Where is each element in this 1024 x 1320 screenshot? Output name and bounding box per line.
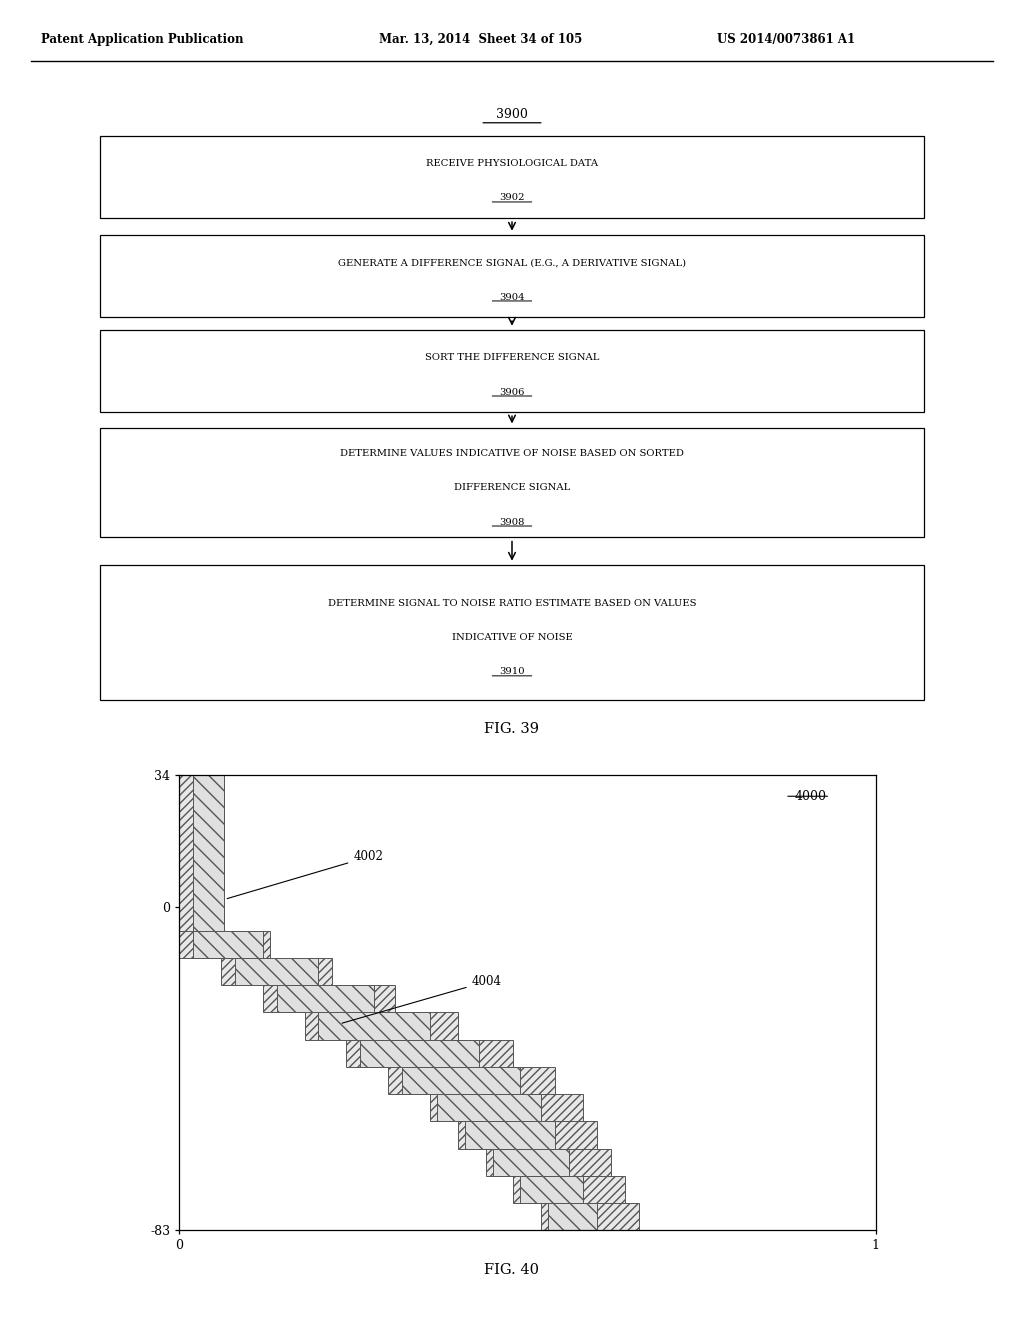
Text: INDICATIVE OF NOISE: INDICATIVE OF NOISE — [452, 634, 572, 642]
Bar — [493, 1148, 569, 1176]
FancyBboxPatch shape — [100, 565, 924, 700]
FancyBboxPatch shape — [100, 136, 924, 218]
Text: 3902: 3902 — [500, 194, 524, 202]
Bar — [430, 1094, 583, 1121]
Text: 3908: 3908 — [500, 517, 524, 527]
Text: Patent Application Publication: Patent Application Publication — [41, 33, 244, 46]
Text: 3900: 3900 — [496, 108, 528, 121]
Text: 3910: 3910 — [499, 668, 525, 676]
Bar — [318, 1012, 430, 1040]
Bar — [263, 985, 395, 1012]
Bar — [465, 1121, 555, 1148]
Bar — [542, 1203, 639, 1230]
Text: DETERMINE SIGNAL TO NOISE RATIO ESTIMATE BASED ON VALUES: DETERMINE SIGNAL TO NOISE RATIO ESTIMATE… — [328, 599, 696, 607]
Bar — [276, 985, 374, 1012]
Bar — [194, 931, 263, 958]
Text: GENERATE A DIFFERENCE SIGNAL (E.G., A DERIVATIVE SIGNAL): GENERATE A DIFFERENCE SIGNAL (E.G., A DE… — [338, 259, 686, 267]
FancyBboxPatch shape — [100, 235, 924, 317]
Bar — [548, 1203, 597, 1230]
Bar — [388, 1067, 555, 1094]
Bar — [234, 958, 318, 985]
Text: RECEIVE PHYSIOLOGICAL DATA: RECEIVE PHYSIOLOGICAL DATA — [426, 160, 598, 168]
Bar — [304, 1012, 458, 1040]
Text: DIFFERENCE SIGNAL: DIFFERENCE SIGNAL — [454, 483, 570, 492]
Text: FIG. 39: FIG. 39 — [484, 722, 540, 735]
Text: Mar. 13, 2014  Sheet 34 of 105: Mar. 13, 2014 Sheet 34 of 105 — [379, 33, 582, 46]
Bar — [513, 1176, 625, 1203]
FancyBboxPatch shape — [100, 428, 924, 537]
Bar — [360, 1040, 478, 1067]
Bar — [221, 958, 333, 985]
Bar — [179, 931, 269, 958]
Bar — [179, 775, 224, 931]
Text: US 2014/0073861 A1: US 2014/0073861 A1 — [717, 33, 855, 46]
Bar — [402, 1067, 520, 1094]
Text: 4000: 4000 — [795, 791, 826, 804]
Bar — [485, 1148, 611, 1176]
Text: 4004: 4004 — [342, 975, 502, 1023]
Bar — [437, 1094, 542, 1121]
Text: SORT THE DIFFERENCE SIGNAL: SORT THE DIFFERENCE SIGNAL — [425, 354, 599, 362]
Bar — [520, 1176, 583, 1203]
Text: 3906: 3906 — [500, 388, 524, 396]
FancyBboxPatch shape — [100, 330, 924, 412]
Text: DETERMINE VALUES INDICATIVE OF NOISE BASED ON SORTED: DETERMINE VALUES INDICATIVE OF NOISE BAS… — [340, 449, 684, 458]
Text: FIG. 40: FIG. 40 — [484, 1263, 540, 1276]
Text: 4002: 4002 — [227, 850, 383, 899]
Bar — [458, 1121, 597, 1148]
Text: 3904: 3904 — [499, 293, 525, 301]
Bar — [194, 775, 224, 931]
Bar — [346, 1040, 513, 1067]
